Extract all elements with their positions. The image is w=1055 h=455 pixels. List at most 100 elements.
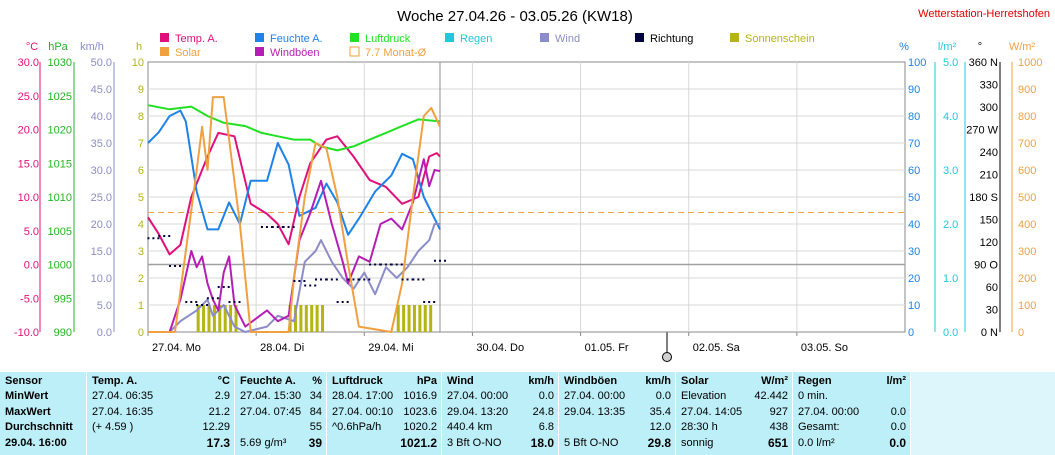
solar-tick: 1000 [1018,57,1042,69]
direction-dot [384,263,387,266]
stats-header: Regen l/m² [798,374,906,389]
col-unit: °C [217,375,230,387]
kmh-tick: 10.0 [91,273,112,285]
direction-dot [282,226,285,228]
stats-header: Wind km/h [447,374,554,389]
hpa-tick: 1000 [48,260,72,272]
stats-row: 28:30 h 438 [681,420,788,435]
direction-dot [374,263,377,266]
celsius-tick: 20.0 [18,125,39,137]
direction-dot [265,226,268,228]
stats-col-feuchte: Feuchte A.% 27.04. 15:30 34 27.04. 07:45 84 5… [235,372,327,455]
sunshine-bar [310,305,314,332]
stats-row: 5 Bft O-NO 29.8 [564,436,671,451]
sunshine-bar [315,305,319,332]
stats-row: 28.04. 17:00 1016.9 [332,389,437,404]
hours-tick: 7 [138,138,144,150]
hours-tick: 4 [138,219,144,231]
stats-header: Luftdruck hPa [332,374,437,389]
series-luftdruck [147,104,441,152]
direction-dot [347,278,350,281]
row-label: MaxWert [5,405,51,418]
direction-dot [315,278,318,281]
direction-dot [222,286,225,288]
direction-dot [147,237,150,240]
stats-cell-left: 28:30 h [681,421,718,434]
stats-cell-value: 0.0 [538,390,554,403]
kmh-tick: 50.0 [91,57,112,69]
solar-tick: 900 [1018,84,1036,96]
legend-swatch [160,33,169,42]
stats-cell-value: 42.442 [754,390,788,403]
stats-cell-value: 6.8 [538,421,554,434]
kmh-tick: 45.0 [91,84,112,96]
stats-cell-value: 34 [309,390,322,403]
celsius-tick: 5.0 [24,226,39,238]
hours-tick: 3 [138,246,144,258]
direction-dot [206,304,209,306]
percent-tick: 80 [908,111,920,123]
direction-dot [335,278,338,281]
col-unit: km/h [528,375,554,387]
stats-row: 0.0 l/m² 0.0 [798,436,906,451]
direction-dot [201,304,204,306]
direction-dot [233,301,236,303]
direction-dot [309,284,312,287]
direction-dot [314,284,317,287]
axis-unit: hPa [48,41,68,53]
direction-dot [417,278,420,281]
direction-dot [287,226,290,228]
kmh-tick: 15.0 [91,246,112,258]
hpa-tick: 1030 [48,57,72,69]
row-label: MinWert [5,390,49,403]
percent-tick: 90 [908,84,920,96]
day-label: 03.05. So [801,342,848,354]
col-unit: W/m² [761,375,788,387]
percent-tick: 30 [908,246,920,258]
direction-dot [216,297,219,300]
legend-label: Wind [555,33,580,45]
sunshine-bar [234,305,238,332]
stats-row: 27.04. 00:00 0.0 [798,405,906,420]
stats-cell-value: 927 [769,405,788,418]
direction-dot [346,301,349,303]
kmh-tick: 35.0 [91,138,112,150]
rain-tick: 1.0 [943,273,958,285]
sunshine-bar [299,305,303,332]
weather-chart: Woche 27.04.26 - 03.05.26 (KW18) Wetters… [14,8,1050,362]
stats-row: 440.4 km 6.8 [447,420,554,435]
direction-dot [363,278,366,281]
legend-swatch [349,46,360,57]
axes: °C hPa km/h h% l/m² ° W/m²30.025.020.015.010.0… [14,41,1042,362]
solar-tick: 700 [1018,138,1036,150]
sunshine-bar [402,305,406,332]
direction-dot [227,286,230,288]
hpa-tick: 990 [54,327,72,339]
direction-dot [157,237,160,240]
sunshine-bar [207,305,211,332]
plot-area [147,61,906,333]
stats-cell-left: 28.04. 17:00 [332,390,394,403]
percent-tick: 20 [908,273,920,285]
sunshine-bar [429,305,433,332]
stats-row: 27.04. 00:00 0.0 [564,389,671,404]
direction-dot [438,259,441,262]
stats-header: Windböen km/h [564,374,671,389]
axis-unit: ° [978,41,982,53]
direction-dot [179,265,182,267]
stats-cell-value: 1021.2 [400,435,437,450]
hours-tick: 2 [138,273,144,285]
stats-cell-left: 27.04. 06:35 [92,390,154,403]
direction-dot [336,301,339,303]
stats-cell-value: 2.9 [214,390,230,403]
direction-dot [330,278,333,281]
stats-cell-left: 27.04. 07:45 [240,405,302,418]
direction-dot [341,301,344,303]
stats-row: Gesamt: 0.0 [798,420,906,435]
day-label: 02.05. Sa [693,342,741,354]
row-label: Durchschnitt [5,421,73,434]
percent-tick: 10 [908,300,920,312]
stats-row: 27.04. 00:10 1023.6 [332,405,437,420]
col-title: Windböen [564,375,618,387]
kmh-tick: 20.0 [91,219,112,231]
